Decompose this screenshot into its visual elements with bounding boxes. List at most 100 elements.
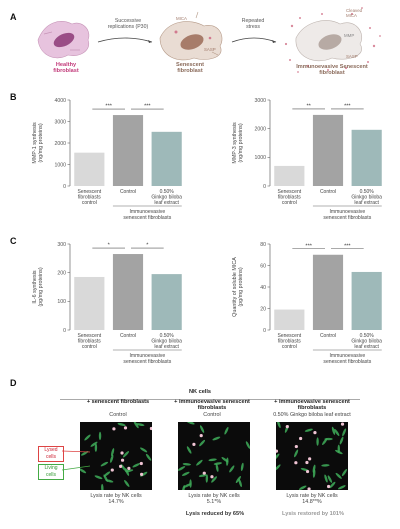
sasp2-label: SASP — [346, 54, 358, 59]
living-cell — [103, 474, 108, 482]
living-cell — [181, 471, 190, 476]
lysed-cell — [123, 426, 128, 430]
living-cell — [84, 434, 91, 441]
living-cell — [304, 428, 313, 432]
lysed-cell — [294, 444, 298, 449]
bar-1 — [112, 115, 144, 186]
lysed-cell — [192, 442, 196, 446]
living-cell — [312, 469, 316, 478]
living-cell — [224, 426, 229, 435]
group-label: Immunoevasive senescent fibroblasts — [323, 353, 371, 365]
living-cell — [208, 458, 217, 462]
living-cell — [312, 464, 316, 473]
sig-label: ** — [306, 103, 311, 109]
bar-2 — [151, 274, 182, 330]
living-cell — [324, 437, 333, 441]
lysed-cell — [199, 434, 203, 438]
y-axis-label: Quantity of soluble MICA(pg/mg proteins) — [232, 257, 244, 317]
sig-label: * — [146, 243, 149, 249]
panel-letter-a: A — [10, 12, 17, 22]
lysed-cell — [299, 436, 303, 441]
sig-label: *** — [344, 103, 351, 109]
living-cell — [90, 441, 98, 447]
lysed-cell — [120, 451, 124, 455]
bar-0 — [74, 276, 105, 330]
living-cell — [335, 472, 342, 479]
micrograph-senescent — [80, 422, 152, 490]
col3-sub: 0.50% Ginkgo biloba leaf extract — [273, 412, 351, 418]
healthy-cell-illustration — [37, 21, 90, 59]
bar-0 — [74, 152, 105, 186]
lysis-restored-note: Lysis restored by 101% — [282, 511, 344, 517]
y-axis-label: MMP-1 synthesis(ng/mg proteins) — [32, 122, 44, 164]
micrograph-immuno-ginkgo — [276, 422, 348, 490]
living-cell — [94, 475, 103, 480]
x-tick-label-1: Control — [120, 333, 136, 339]
x-tick-label-0: Senescent fibroblasts control — [278, 333, 302, 350]
group-label: Immunoevasive senescent fibroblasts — [323, 209, 371, 221]
col3-caption: Lysis rate by NK cells 14.8**% — [286, 493, 338, 506]
living-cell — [215, 463, 219, 472]
living-cell — [110, 454, 114, 463]
col1-caption: Lysis rate by NK cells 14.7% — [90, 493, 142, 506]
bar-1 — [312, 254, 344, 330]
sasp-label: SASP — [204, 47, 216, 52]
living-cell — [324, 474, 328, 483]
col2-sub: Control — [203, 412, 221, 418]
living-cell — [212, 436, 221, 441]
col1-head: + senescent fibroblasts — [86, 399, 150, 405]
living-cell — [321, 464, 330, 467]
x-tick-label-0: Senescent fibroblasts control — [278, 189, 302, 206]
healthy-fibroblast-label: Healthy fibroblast — [53, 62, 79, 75]
bar-2 — [351, 271, 382, 330]
living-cell — [238, 478, 242, 488]
chart-il6: 0 100 200 300 IL-6 synthesis(pg/mg proteins)… — [32, 242, 182, 365]
x-tick-label-2: 0.50% Ginkgo biloba leaf extract — [151, 189, 182, 206]
living-cell — [181, 484, 186, 490]
sig-label: *** — [305, 243, 312, 249]
lysed-cell — [308, 457, 312, 461]
bar-1 — [112, 254, 144, 330]
y-tick-label: 60 — [260, 263, 266, 269]
lysed-cell — [340, 422, 345, 426]
living-cell — [133, 422, 139, 429]
senescent-cell-illustration — [159, 11, 223, 61]
living-cell — [329, 481, 336, 489]
group-label: Immunoevasive senescent fibroblasts — [123, 353, 171, 365]
y-tick-label: 2000 — [254, 126, 266, 132]
y-axis-label: IL-6 synthesis(pg/mg proteins) — [32, 267, 44, 306]
y-tick-label: 0 — [63, 328, 66, 334]
chart-mica: 0 20 40 60 80 Quantity of soluble MICA(pg/mg … — [232, 242, 382, 365]
bar-0 — [274, 309, 305, 330]
lysed-cell — [313, 431, 317, 435]
y-tick-label: 200 — [57, 270, 66, 276]
bar-0 — [274, 165, 305, 186]
y-axis-label: MMP-3 synthesis(ng/mg proteins) — [232, 122, 244, 164]
released-particles — [284, 7, 381, 73]
x-tick-label-1: Control — [120, 189, 136, 195]
living-cell — [245, 441, 250, 449]
living-cell — [337, 485, 346, 490]
lysed-cell — [307, 487, 311, 490]
living-cell — [132, 463, 141, 468]
living-cell — [125, 469, 134, 473]
y-tick-label: 0 — [63, 184, 66, 190]
legend-pointers — [62, 450, 91, 471]
living-cell — [342, 428, 347, 437]
living-cell — [276, 464, 281, 471]
y-tick-label: 1000 — [254, 155, 266, 161]
bar-2 — [351, 129, 382, 186]
lysis-reduced-note: Lysis reduced by 65% — [185, 511, 245, 517]
living-cell — [331, 426, 336, 435]
living-cell — [183, 483, 191, 488]
y-tick-label: 100 — [57, 299, 66, 305]
panel-a-schematic — [37, 7, 381, 73]
lysed-cell — [305, 460, 309, 465]
y-tick-label: 300 — [57, 242, 66, 248]
x-tick-label-1: Control — [320, 333, 336, 339]
sig-label: *** — [144, 104, 151, 110]
lysed-cell — [294, 461, 298, 465]
living-cell — [111, 448, 115, 457]
lysed-cell — [276, 449, 279, 453]
living-cell — [186, 422, 195, 425]
